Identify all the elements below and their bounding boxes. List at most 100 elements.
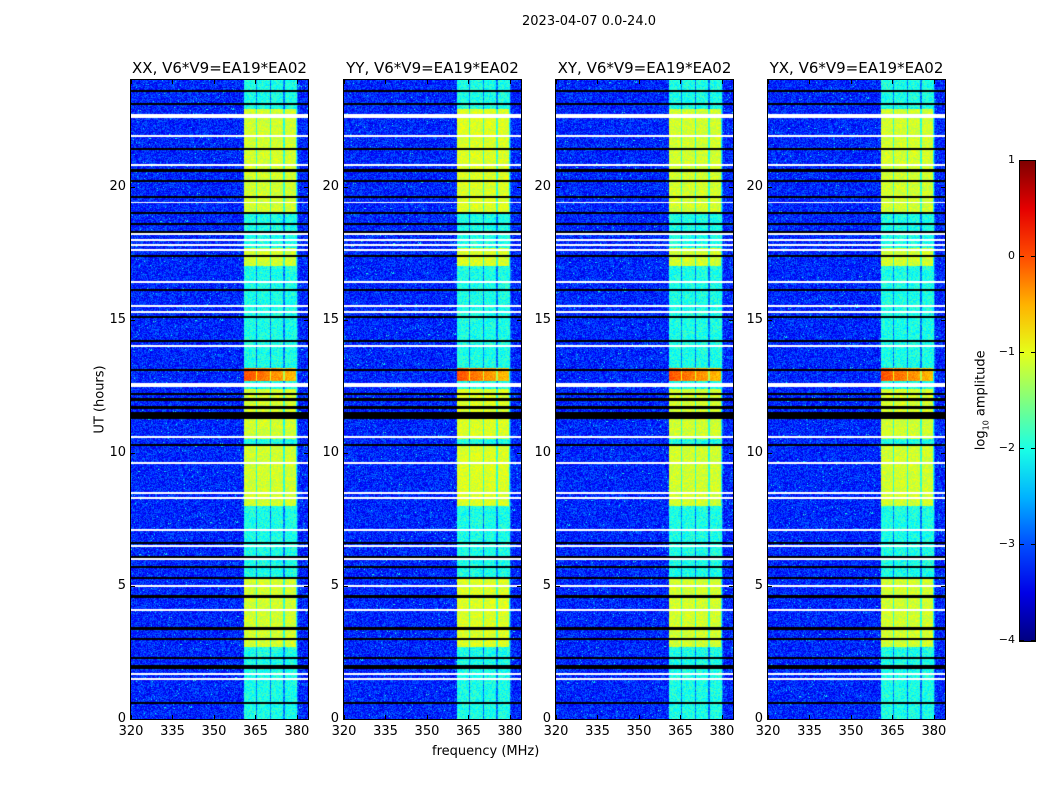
colorbar-tick-label: 0 (1008, 249, 1015, 262)
y-tick-label: 15 (534, 311, 551, 327)
x-tick-mark (385, 80, 387, 84)
y-tick-mark (729, 585, 733, 587)
x-tick-mark (385, 715, 387, 719)
x-tick-label: 365 (880, 724, 905, 739)
y-tick-mark (304, 585, 308, 587)
x-tick-mark (638, 80, 640, 84)
y-tick-label: 0 (117, 711, 126, 726)
x-tick-label: 320 (755, 724, 781, 739)
y-tick-mark (131, 452, 135, 454)
y-tick-mark (556, 585, 560, 587)
x-tick-mark (597, 715, 599, 719)
x-tick-mark (556, 80, 557, 84)
y-tick-mark (304, 719, 308, 720)
y-tick-mark (941, 319, 945, 321)
x-tick-label: 350 (414, 724, 440, 739)
x-tick-mark (296, 80, 298, 84)
colorbar-tick-mark (1031, 256, 1035, 257)
y-tick-label: 0 (330, 711, 339, 726)
heatmap-panel (555, 79, 734, 720)
x-tick-label: 380 (921, 724, 947, 739)
y-tick-label: 10 (322, 444, 339, 460)
colorbar-tick-label: −3 (998, 537, 1015, 550)
y-tick-mark (131, 186, 135, 188)
colorbar-tick-mark (1031, 352, 1035, 353)
y-tick-mark (729, 319, 733, 321)
x-tick-mark (850, 80, 852, 84)
y-tick-label: 15 (322, 311, 339, 327)
panel-title: XY, V6*V9=EA19*EA02 (557, 59, 732, 77)
x-tick-mark (768, 715, 769, 719)
y-tick-mark (941, 719, 945, 720)
x-tick-label: 365 (456, 724, 481, 739)
x-tick-mark (556, 715, 557, 719)
y-tick-label: 20 (109, 178, 126, 194)
colorbar (1019, 160, 1036, 642)
y-tick-label: 5 (117, 577, 126, 593)
colorbar-tick-mark (1020, 544, 1024, 545)
y-tick-mark (941, 452, 945, 454)
colorbar-tick-mark (1020, 448, 1024, 449)
panel-title: YY, V6*V9=EA19*EA02 (346, 59, 519, 77)
x-tick-mark (768, 80, 769, 84)
x-tick-mark (468, 80, 470, 84)
x-tick-label: 350 (626, 724, 652, 739)
x-tick-label: 320 (118, 724, 144, 739)
x-tick-label: 335 (797, 724, 822, 739)
x-tick-mark (680, 715, 682, 719)
y-tick-mark (517, 319, 521, 321)
y-tick-mark (131, 319, 135, 321)
y-tick-label: 15 (746, 311, 763, 327)
x-tick-label: 320 (331, 724, 357, 739)
y-tick-mark (556, 319, 560, 321)
figure-suptitle: 2023-04-07 0.0-24.0 (522, 14, 656, 29)
y-tick-mark (941, 585, 945, 587)
colorbar-tick-label: −4 (998, 633, 1015, 646)
panel-title: XX, V6*V9=EA19*EA02 (132, 59, 307, 77)
y-tick-mark (517, 585, 521, 587)
x-tick-label: 320 (543, 724, 569, 739)
y-tick-mark (768, 319, 772, 321)
y-tick-mark (344, 319, 348, 321)
heatmap-image (768, 80, 945, 719)
colorbar-tick-mark (1020, 256, 1024, 257)
x-tick-mark (721, 715, 723, 719)
colorbar-tick-mark (1020, 160, 1024, 161)
x-tick-mark (721, 80, 723, 84)
x-tick-mark (809, 715, 811, 719)
y-tick-mark (768, 452, 772, 454)
x-tick-mark (172, 80, 174, 84)
heatmap-image (556, 80, 733, 719)
x-tick-mark (255, 715, 257, 719)
x-tick-label: 350 (201, 724, 227, 739)
colorbar-tick-mark (1020, 352, 1024, 353)
y-tick-mark (131, 585, 135, 587)
y-tick-label: 0 (754, 711, 763, 726)
x-axis-label: frequency (MHz) (432, 744, 540, 759)
y-tick-mark (729, 186, 733, 188)
y-tick-mark (768, 186, 772, 188)
x-tick-mark (680, 80, 682, 84)
heatmap-panel (767, 79, 946, 720)
x-tick-mark (344, 715, 345, 719)
x-tick-label: 365 (243, 724, 268, 739)
x-tick-label: 365 (668, 724, 693, 739)
y-tick-label: 15 (109, 311, 126, 327)
colorbar-tick-mark (1020, 640, 1024, 641)
y-tick-mark (941, 186, 945, 188)
x-tick-mark (509, 715, 511, 719)
colorbar-tick-mark (1031, 544, 1035, 545)
x-tick-label: 335 (160, 724, 185, 739)
x-tick-label: 350 (838, 724, 864, 739)
colorbar-tick-mark (1031, 160, 1035, 161)
x-tick-mark (638, 715, 640, 719)
colorbar-label-rest: amplitude (973, 350, 989, 421)
y-tick-mark (517, 186, 521, 188)
y-tick-label: 10 (109, 444, 126, 460)
x-tick-mark (344, 80, 345, 84)
y-tick-label: 5 (542, 577, 551, 593)
y-tick-mark (131, 719, 135, 720)
x-tick-label: 380 (497, 724, 523, 739)
colorbar-tick-mark (1031, 448, 1035, 449)
